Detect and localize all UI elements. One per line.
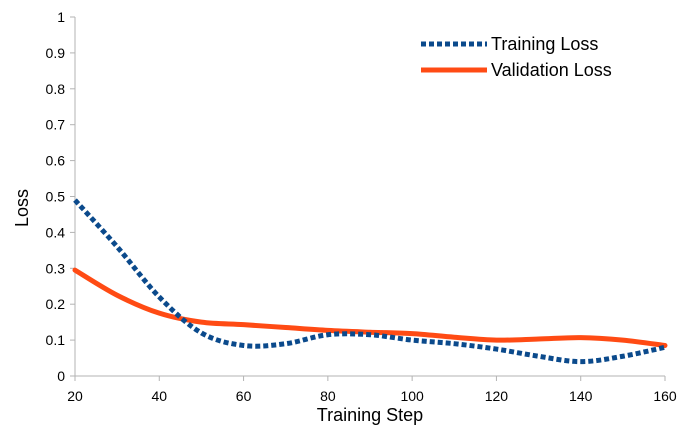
y-tick-label: 0.9 — [46, 45, 66, 61]
y-tick-label: 0.2 — [46, 296, 66, 312]
y-tick-label: 0 — [57, 368, 65, 384]
y-tick-label: 0.5 — [46, 189, 66, 205]
series-line-training-loss — [73, 198, 666, 365]
series-layer — [72, 198, 668, 365]
y-tick-label: 1 — [57, 9, 65, 25]
legend-item-training-loss: Training Loss — [421, 34, 598, 54]
series-line-validation-loss — [72, 267, 668, 348]
y-tick-label: 0.3 — [46, 260, 66, 276]
x-tick-label: 40 — [151, 388, 167, 404]
y-axis-ticks: 0 0.1 0.2 0.3 0.4 0.5 0.6 0.7 0.8 0.9 1 — [46, 9, 75, 384]
x-tick-label: 140 — [569, 388, 593, 404]
x-tick-label: 80 — [320, 388, 336, 404]
x-tick-label: 60 — [236, 388, 252, 404]
legend-label-validation-loss: Validation Loss — [491, 60, 612, 80]
y-tick-label: 0.8 — [46, 81, 66, 97]
y-tick-label: 0.4 — [46, 224, 66, 240]
x-tick-label: 100 — [400, 388, 424, 404]
x-tick-label: 120 — [485, 388, 509, 404]
legend-item-validation-loss: Validation Loss — [421, 60, 612, 80]
x-axis-title: Training Step — [317, 405, 423, 425]
x-tick-label: 20 — [67, 388, 83, 404]
legend-label-training-loss: Training Loss — [491, 34, 598, 54]
y-axis-title: Loss — [12, 189, 32, 227]
y-tick-label: 0.7 — [46, 117, 66, 133]
x-tick-label: 160 — [653, 388, 677, 404]
y-tick-label: 0.6 — [46, 153, 66, 169]
x-axis-ticks: 20 40 60 80 100 120 140 160 — [67, 376, 677, 404]
y-tick-label: 0.1 — [46, 332, 66, 348]
legend: Training Loss Validation Loss — [421, 34, 612, 80]
